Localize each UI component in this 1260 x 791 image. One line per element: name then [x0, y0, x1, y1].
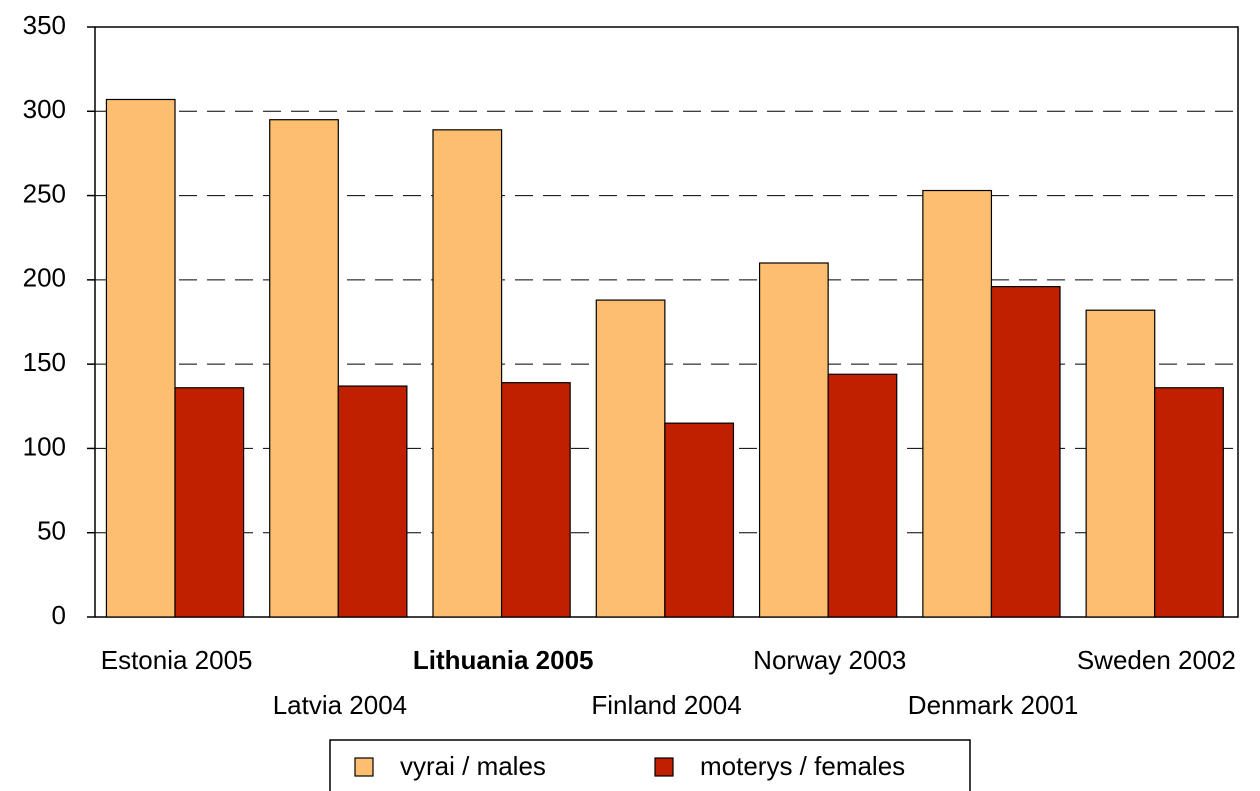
x-tick-label: Sweden 2002	[1077, 645, 1236, 675]
y-tick-label: 0	[52, 600, 66, 630]
bar	[105, 98, 176, 618]
bar	[827, 373, 898, 618]
y-tick-label: 300	[23, 94, 66, 124]
x-tick-label: Estonia 2005	[101, 645, 253, 675]
bar	[269, 119, 339, 618]
bar	[758, 262, 829, 618]
y-tick-label: 50	[37, 516, 66, 546]
bar	[990, 286, 1061, 618]
bar	[432, 129, 503, 618]
y-tick-label: 200	[23, 263, 66, 293]
bar	[337, 385, 408, 618]
legend-label: vyrai / males	[400, 751, 546, 781]
bar	[595, 299, 666, 618]
legend-swatch	[354, 757, 374, 777]
y-tick-label: 150	[23, 347, 66, 377]
x-tick-label: Norway 2003	[753, 645, 906, 675]
bar	[1154, 387, 1224, 618]
y-tick-label: 250	[23, 178, 66, 208]
y-tick-label: 100	[23, 431, 66, 461]
x-tick-label: Denmark 2001	[908, 690, 1079, 720]
x-tick-label: Finland 2004	[591, 690, 741, 720]
y-tick-label: 350	[23, 10, 66, 40]
bar	[922, 189, 993, 618]
legend-label: moterys / females	[700, 751, 905, 781]
legend-box	[329, 739, 971, 791]
bar	[500, 382, 571, 618]
x-tick-label: Latvia 2004	[273, 690, 407, 720]
bar	[174, 387, 245, 618]
bar	[1085, 309, 1156, 618]
legend-swatch	[654, 757, 674, 777]
bar	[664, 422, 735, 618]
x-tick-label: Lithuania 2005	[413, 645, 594, 675]
